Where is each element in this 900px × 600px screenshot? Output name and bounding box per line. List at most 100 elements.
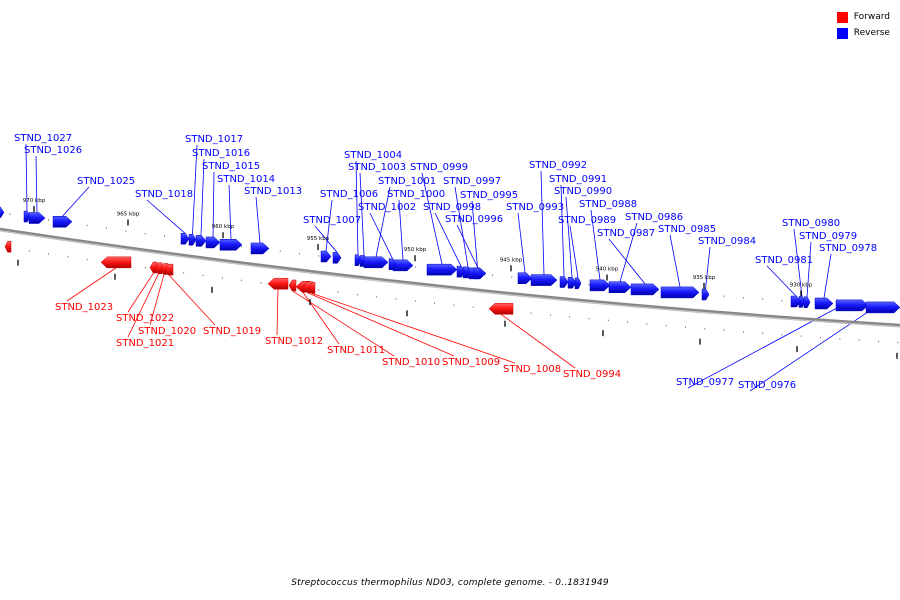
gene-label[interactable]: STND_0984 — [698, 236, 756, 247]
gene-label[interactable]: STND_1025 — [77, 176, 135, 187]
gene-arrow-stnd-1025[interactable] — [52, 216, 73, 228]
gene-arrow-stnd-0999[interactable] — [426, 263, 458, 276]
gene-arrow-stnd-0996[interactable] — [473, 267, 483, 280]
gene-label[interactable]: STND_0978 — [819, 243, 877, 254]
gene-label[interactable]: STND_1011 — [327, 345, 385, 356]
gene-label[interactable]: STND_1016 — [192, 148, 250, 159]
gene-arrow-stnd-0985[interactable] — [660, 286, 700, 299]
gene-arrow-stnd-0994[interactable] — [488, 303, 514, 315]
gene-label[interactable]: STND_0994 — [563, 369, 621, 380]
gene-label[interactable]: STND_0993 — [506, 202, 564, 213]
label-connector — [565, 196, 573, 278]
gene-arrow-stnd-1006[interactable] — [320, 250, 332, 263]
gene-label[interactable]: STND_0995 — [460, 190, 518, 201]
gene-label[interactable]: STND_1017 — [185, 134, 243, 145]
gene-label[interactable]: STND_0988 — [579, 199, 637, 210]
gene-arrow-stnd-1018[interactable] — [180, 233, 190, 245]
label-connector — [669, 234, 681, 287]
gene-arrow-stnd-1026[interactable] — [28, 212, 46, 224]
gene-arrow-stnd-1002[interactable] — [388, 258, 397, 270]
gene-label[interactable]: STND_0999 — [410, 162, 468, 173]
gene-arrow-stnd-0979[interactable] — [803, 296, 811, 309]
gene-label[interactable]: STND_1001 — [378, 176, 436, 187]
gene-label[interactable]: STND_0976 — [738, 380, 796, 391]
gene-arrow-stnd-1013[interactable] — [250, 242, 270, 255]
gene-arrow-stnd-0986[interactable] — [608, 281, 632, 293]
gene-label[interactable]: STND_0996 — [445, 214, 503, 225]
gene-label[interactable]: STND_1015 — [202, 161, 260, 172]
gene-arrow-stnd-1027[interactable] — [23, 210, 31, 223]
gene-arrow-stnd-1016[interactable] — [195, 235, 207, 247]
gene-label[interactable]: STND_1004 — [344, 150, 402, 161]
gene-label[interactable]: STND_0986 — [625, 212, 683, 223]
gene-arrow-stnd-0990[interactable] — [567, 277, 577, 289]
label-connector — [705, 246, 711, 290]
gene-arrow-stnd-1021[interactable] — [154, 262, 163, 274]
gene-label[interactable]: STND_0991 — [549, 174, 607, 185]
kbp-label: 950 kbp — [404, 247, 427, 253]
gene-label[interactable]: STND_1009 — [442, 357, 500, 368]
forward-swatch — [836, 11, 848, 23]
gene-label[interactable]: STND_0998 — [423, 202, 481, 213]
gene-arrow-edge-fwd[interactable] — [4, 240, 12, 253]
gene-arrow-stnd-1008[interactable] — [308, 282, 316, 294]
gene-label[interactable]: STND_1010 — [382, 357, 440, 368]
gene-label[interactable]: STND_0985 — [658, 224, 716, 235]
gene-label[interactable]: STND_1006 — [320, 189, 378, 200]
gene-arrow-stnd-1014[interactable] — [219, 239, 243, 251]
gene-label[interactable]: STND_1022 — [116, 313, 174, 324]
gene-arrow-stnd-1000[interactable] — [392, 259, 414, 272]
gene-label[interactable]: STND_1012 — [265, 336, 323, 347]
gene-arrow-stnd-0988[interactable] — [589, 279, 611, 292]
gene-label[interactable]: STND_0987 — [597, 228, 655, 239]
gene-arrow-stnd-1017[interactable] — [188, 234, 197, 246]
gene-label[interactable]: STND_0992 — [529, 160, 587, 171]
gene-label[interactable]: STND_1013 — [244, 186, 302, 197]
gene-arrow-stnd-0976[interactable] — [865, 301, 900, 314]
gene-label[interactable]: STND_0980 — [782, 218, 840, 229]
gene-label[interactable]: STND_1018 — [135, 189, 193, 200]
gene-label[interactable]: STND_0981 — [755, 255, 813, 266]
gene-arrow-stnd-0987[interactable] — [630, 283, 660, 296]
gene-label[interactable]: STND_0977 — [676, 377, 734, 388]
label-connector — [434, 212, 462, 267]
gene-label[interactable]: STND_1021 — [116, 338, 174, 349]
gene-label[interactable]: STND_1014 — [217, 174, 275, 185]
gene-label[interactable]: STND_1020 — [138, 326, 196, 337]
gene-arrow-stnd-0980[interactable] — [798, 296, 806, 308]
gene-arrow-stnd-1012[interactable] — [267, 277, 289, 290]
gene-arrow-stnd-1004[interactable] — [354, 254, 362, 267]
gene-label[interactable]: STND_0990 — [554, 186, 612, 197]
label-connector — [608, 238, 646, 285]
gene-arrow-stnd-1010[interactable] — [288, 279, 297, 292]
gene-label[interactable]: STND_1003 — [348, 162, 406, 173]
gene-label[interactable]: STND_0997 — [443, 176, 501, 187]
gene-label[interactable]: STND_1008 — [503, 364, 561, 375]
gene-arrow-stnd-1019[interactable] — [164, 263, 174, 276]
gene-arrow-stnd-0989[interactable] — [574, 277, 582, 290]
gene-arrow-stnd-1023[interactable] — [100, 256, 132, 269]
gene-label[interactable]: STND_1026 — [24, 145, 82, 156]
kbp-label: 970 kbp — [23, 198, 46, 204]
gene-arrow-stnd-1007[interactable] — [332, 252, 342, 264]
gene-label[interactable]: STND_1019 — [203, 326, 261, 337]
gene-label[interactable]: STND_0979 — [799, 231, 857, 242]
gene-arrow-stnd-1015[interactable] — [205, 236, 221, 249]
gene-arrow-stnd-0992[interactable] — [530, 274, 558, 286]
gene-arrow-stnd-0977[interactable] — [835, 299, 869, 312]
gene-arrow-stnd-0978[interactable] — [814, 297, 834, 310]
gene-label[interactable]: STND_0989 — [558, 215, 616, 226]
gene-arrow-edge-rev[interactable] — [0, 206, 5, 219]
gene-arrow-stnd-0984[interactable] — [701, 288, 710, 301]
gene-label[interactable]: STND_1000 — [387, 189, 445, 200]
gene-arrow-stnd-0993[interactable] — [517, 272, 533, 284]
label-connector — [35, 155, 38, 213]
gene-label[interactable]: STND_1007 — [303, 215, 361, 226]
gene-label[interactable]: STND_1002 — [358, 202, 416, 213]
gene-arrow-stnd-0991[interactable] — [559, 276, 569, 288]
gene-arrow-stnd-0981[interactable] — [790, 295, 802, 308]
gene-label[interactable]: STND_1027 — [14, 133, 72, 144]
gene-label[interactable]: STND_1023 — [55, 302, 113, 313]
gene-arrow-stnd-0998[interactable] — [456, 265, 466, 278]
gene-arrow-stnd-1001[interactable] — [363, 256, 389, 269]
